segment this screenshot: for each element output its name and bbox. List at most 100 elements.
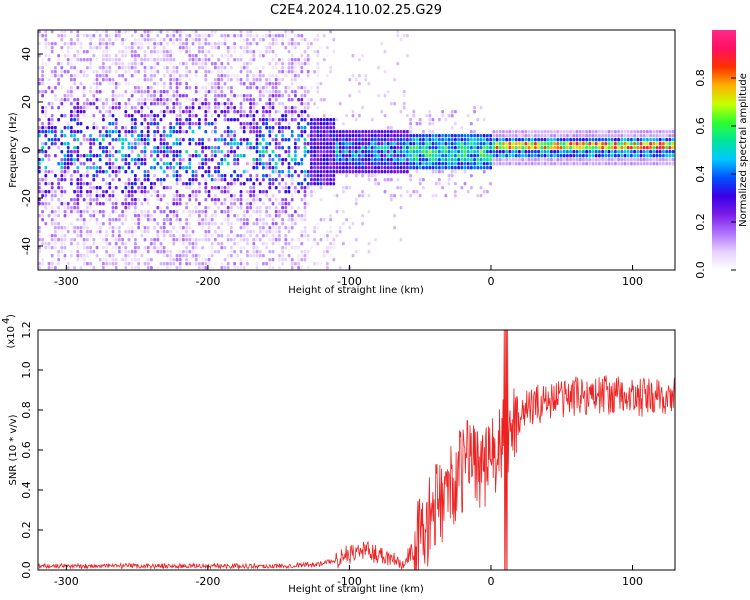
heatmap-cell	[108, 142, 112, 146]
heatmap-cell	[348, 146, 352, 150]
heatmap-cell	[134, 242, 137, 246]
heatmap-cell	[89, 38, 92, 42]
heatmap-cell	[332, 146, 336, 150]
heatmap-cell	[98, 34, 102, 38]
heatmap-cell	[252, 254, 256, 258]
heatmap-cell	[102, 210, 105, 214]
heatmap-cell	[342, 130, 345, 134]
heatmap-cell	[319, 134, 323, 138]
heatmap-cell	[210, 90, 214, 94]
heatmap-cell	[166, 94, 169, 98]
heatmap-cell	[374, 138, 377, 142]
heatmap-cell	[332, 246, 336, 250]
heatmap-cell	[162, 234, 166, 238]
heatmap-cell	[175, 102, 179, 106]
heatmap-cell	[639, 138, 643, 142]
heatmap-cell	[134, 210, 137, 214]
heatmap-cell	[130, 170, 134, 174]
heatmap-cell	[233, 182, 236, 186]
heatmap-cell	[166, 66, 169, 70]
heatmap-cell	[150, 266, 153, 270]
heatmap-cell	[249, 98, 252, 102]
heatmap-cell	[169, 222, 172, 226]
colorbar-axis: 0.00.20.40.60.8	[694, 69, 736, 279]
heatmap-cell	[44, 178, 48, 182]
heatmap-cell	[450, 166, 454, 170]
heatmap-cell	[281, 258, 284, 262]
heatmap-cell	[322, 250, 326, 254]
heatmap-cell	[105, 250, 108, 254]
heatmap-cell	[313, 178, 316, 182]
heatmap-cell	[402, 170, 406, 174]
heatmap-cell	[130, 250, 134, 254]
heatmap-cell	[175, 174, 179, 178]
heatmap-cell	[118, 138, 121, 142]
heatmap-cell	[562, 142, 566, 146]
heatmap-cell	[121, 62, 124, 66]
heatmap-cell	[169, 210, 172, 214]
heatmap-cell	[454, 190, 457, 194]
heatmap-cell	[578, 138, 582, 142]
heatmap-cell	[316, 106, 320, 110]
heatmap-cell	[57, 262, 60, 266]
heatmap-cell	[121, 242, 124, 246]
heatmap-cell	[601, 138, 604, 142]
heatmap-cell	[194, 194, 198, 198]
heatmap-cell	[671, 150, 675, 154]
heatmap-cell	[217, 186, 220, 190]
heatmap-cell	[204, 98, 208, 102]
heatmap-cell	[239, 94, 243, 98]
heatmap-cell	[210, 250, 214, 254]
heatmap-cell	[617, 158, 620, 162]
heatmap-cell	[86, 98, 89, 102]
heatmap-cell	[370, 150, 374, 154]
heatmap-cell	[326, 230, 329, 234]
heatmap-cell	[521, 138, 524, 142]
heatmap-cell	[265, 34, 268, 38]
heatmap-cell	[319, 122, 323, 126]
heatmap-cell	[214, 110, 217, 114]
colorbar	[712, 30, 736, 270]
heatmap-cell	[377, 142, 380, 146]
heatmap-cell	[60, 190, 64, 194]
heatmap-cell	[479, 106, 483, 110]
heatmap-cell	[217, 166, 220, 170]
heatmap-cell	[230, 130, 233, 134]
heatmap-cell	[322, 254, 326, 258]
heatmap-cell	[82, 242, 86, 246]
heatmap-cell	[662, 146, 665, 150]
heatmap-cell	[326, 186, 329, 190]
heatmap-cell	[463, 182, 467, 186]
heatmap-cell	[422, 166, 425, 170]
heatmap-cell	[271, 82, 275, 86]
heatmap-cell	[239, 30, 243, 34]
heatmap-cell	[313, 118, 316, 122]
heatmap-cell	[278, 254, 281, 258]
heatmap-cell	[428, 130, 432, 134]
heatmap-cell	[620, 162, 624, 166]
heatmap-cell	[47, 86, 51, 90]
heatmap-cell	[367, 130, 371, 134]
heatmap-cell	[210, 218, 214, 222]
heatmap-cell	[530, 150, 534, 154]
heatmap-cell	[310, 166, 313, 170]
heatmap-cell	[297, 110, 300, 114]
heatmap-cell	[335, 138, 339, 142]
heatmap-cell	[329, 178, 332, 182]
heatmap-cell	[278, 242, 281, 246]
heatmap-cell	[63, 70, 67, 74]
heatmap-cell	[175, 162, 179, 166]
heatmap-cell	[303, 194, 307, 198]
heatmap-cell	[140, 182, 144, 186]
heatmap-cell	[345, 146, 348, 150]
heatmap-cell	[153, 146, 156, 150]
heatmap-cell	[201, 210, 204, 214]
heatmap-cell	[668, 154, 672, 158]
heatmap-cell	[361, 214, 364, 218]
heatmap-cell	[242, 126, 246, 130]
heatmap-cell	[102, 118, 105, 122]
heatmap-cell	[66, 158, 70, 162]
heatmap-cell	[92, 98, 96, 102]
heatmap-cell	[140, 122, 144, 126]
